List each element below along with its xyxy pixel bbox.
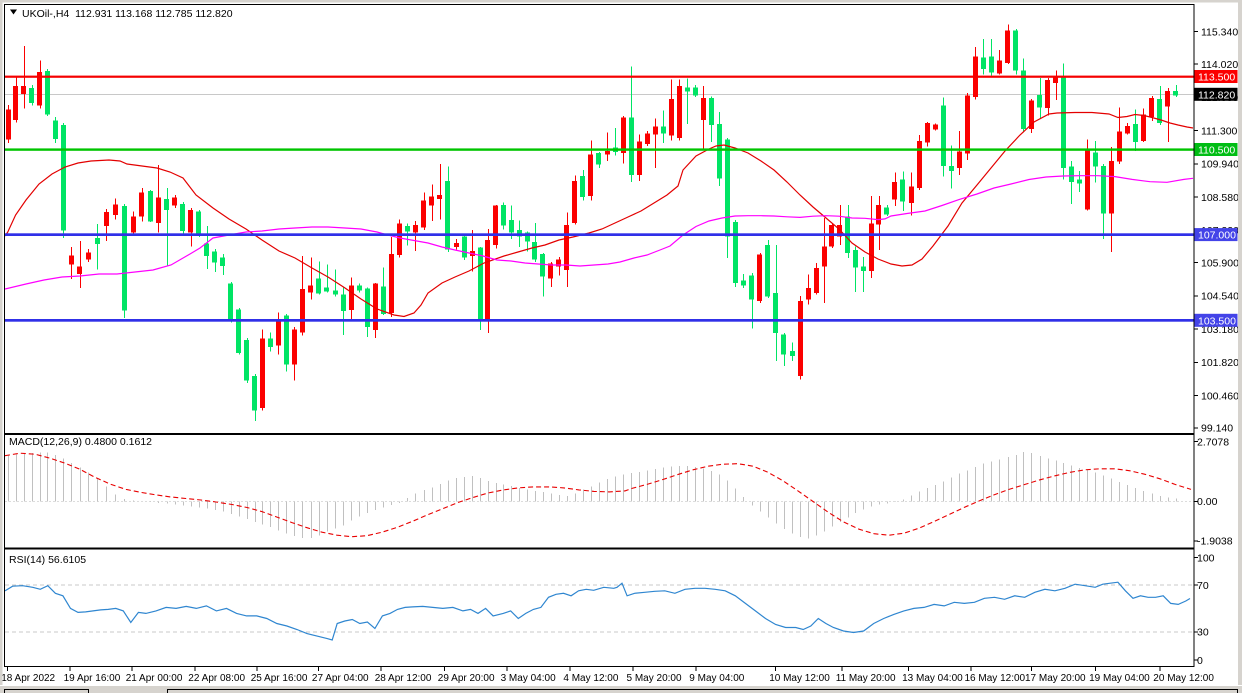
svg-text:0: 0	[1197, 655, 1203, 667]
svg-text:3 May 04:00: 3 May 04:00	[501, 673, 556, 684]
svg-text:19 May 04:00: 19 May 04:00	[1089, 673, 1150, 684]
svg-text:109.940: 109.940	[1201, 159, 1239, 171]
svg-text:RSI(14) 56.6105: RSI(14) 56.6105	[9, 554, 86, 566]
svg-text:107.000: 107.000	[1198, 230, 1236, 242]
svg-text:-1.9038: -1.9038	[1197, 536, 1233, 548]
svg-text:103.500: 103.500	[1198, 315, 1236, 327]
svg-text:22 Apr 08:00: 22 Apr 08:00	[188, 673, 245, 684]
svg-text:5 May 20:00: 5 May 20:00	[627, 673, 682, 684]
svg-text:18 Apr 2022: 18 Apr 2022	[1, 673, 55, 684]
svg-text:29 Apr 20:00: 29 Apr 20:00	[438, 673, 495, 684]
svg-text:9 May 04:00: 9 May 04:00	[689, 673, 744, 684]
svg-text:110.500: 110.500	[1198, 145, 1235, 157]
svg-text:10 May 12:00: 10 May 12:00	[769, 673, 830, 684]
svg-text:104.540: 104.540	[1201, 291, 1239, 303]
svg-text:0.00: 0.00	[1197, 496, 1218, 508]
svg-text:108.580: 108.580	[1201, 192, 1239, 204]
svg-text:17 May 20:00: 17 May 20:00	[1025, 673, 1086, 684]
svg-text:101.820: 101.820	[1201, 357, 1239, 369]
svg-text:100.460: 100.460	[1201, 390, 1239, 402]
svg-text:2.7078: 2.7078	[1197, 436, 1229, 448]
svg-text:13 May 04:00: 13 May 04:00	[902, 673, 963, 684]
svg-text:28 Apr 12:00: 28 Apr 12:00	[375, 673, 432, 684]
svg-text:105.900: 105.900	[1201, 257, 1239, 269]
svg-text:99.140: 99.140	[1201, 423, 1233, 435]
svg-text:115.340: 115.340	[1201, 27, 1238, 39]
svg-text:113.500: 113.500	[1198, 72, 1235, 84]
svg-text:114.020: 114.020	[1201, 59, 1238, 71]
svg-text:70: 70	[1197, 580, 1209, 592]
svg-text:30: 30	[1197, 627, 1209, 639]
svg-text:27 Apr 04:00: 27 Apr 04:00	[312, 673, 369, 684]
svg-text:25 Apr 16:00: 25 Apr 16:00	[251, 673, 308, 684]
svg-text:11 May 20:00: 11 May 20:00	[836, 673, 896, 684]
svg-text:16 May 12:00: 16 May 12:00	[965, 673, 1026, 684]
svg-text:112.820: 112.820	[1198, 89, 1235, 101]
svg-text:100: 100	[1197, 553, 1215, 565]
svg-text:UKOil-,H4 112.931 113.168 112: UKOil-,H4 112.931 113.168 112.785 112.82…	[22, 8, 233, 20]
svg-text:103.180: 103.180	[1201, 324, 1239, 336]
svg-text:20 May 12:00: 20 May 12:00	[1153, 673, 1214, 684]
svg-text:21 Apr 00:00: 21 Apr 00:00	[126, 673, 183, 684]
svg-text:19 Apr 16:00: 19 Apr 16:00	[64, 673, 121, 684]
svg-text:4 May 12:00: 4 May 12:00	[563, 673, 618, 684]
svg-text:MACD(12,26,9) 0.4800 0.1612: MACD(12,26,9) 0.4800 0.1612	[9, 436, 152, 448]
svg-text:111.300: 111.300	[1201, 125, 1238, 137]
